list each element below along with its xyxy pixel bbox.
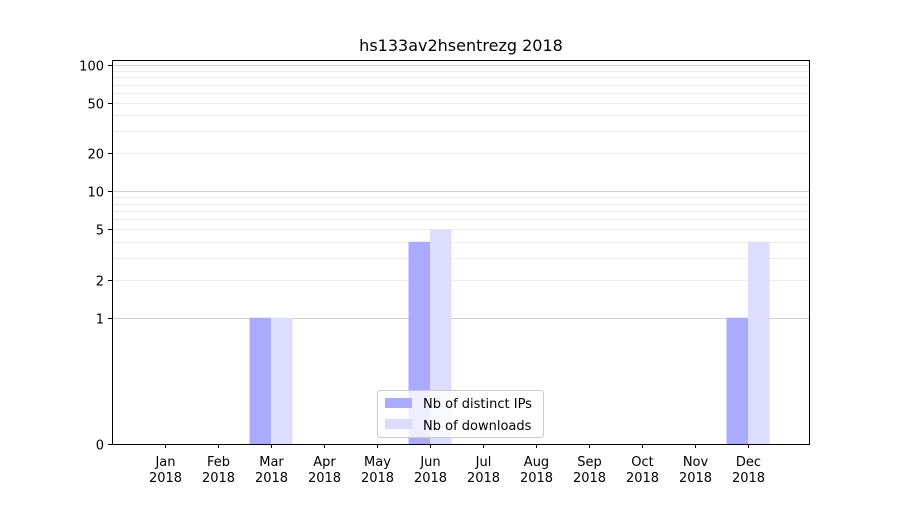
- x-tick-label: Oct 2018: [626, 455, 659, 486]
- y-tick-label: 5: [96, 224, 104, 239]
- legend-swatch-ips: [385, 398, 412, 408]
- x-tick-label: May 2018: [361, 455, 394, 486]
- y-tick-label: 20: [87, 148, 104, 163]
- y-tick-label: 1: [96, 313, 104, 328]
- x-tick-label: Mar 2018: [255, 455, 288, 486]
- bar-ips: [726, 317, 749, 444]
- legend: Nb of distinct IPs Nb of downloads: [377, 390, 544, 438]
- x-tick-label: Nov 2018: [679, 455, 712, 486]
- x-tick-label: Jun 2018: [414, 455, 447, 486]
- y-tick-label: 2: [96, 275, 104, 290]
- bar-downloads: [748, 241, 770, 444]
- bar-downloads: [271, 317, 293, 444]
- x-tick-label: Apr 2018: [308, 455, 341, 486]
- legend-label-downloads: Nb of downloads: [423, 419, 532, 434]
- x-tick-label: Feb 2018: [202, 455, 235, 486]
- x-tick-label: Jul 2018: [467, 455, 500, 486]
- legend-swatch-downloads: [385, 419, 412, 429]
- legend-box: [377, 390, 544, 438]
- x-tick-label: Sep 2018: [573, 455, 606, 486]
- grid: [112, 65, 809, 319]
- chart-title: hs133av2hsentrezg 2018: [359, 36, 563, 55]
- y-tick-label: 100: [79, 60, 104, 75]
- y-tick-label: 50: [87, 98, 104, 113]
- x-tick-label: Dec 2018: [732, 455, 765, 486]
- bar-ips: [249, 317, 272, 444]
- x-tick-label: Jan 2018: [149, 455, 182, 486]
- x-tick-label: Aug 2018: [520, 455, 553, 486]
- y-tick-label: 10: [87, 186, 104, 201]
- plot-frame: [112, 60, 810, 445]
- x-axis: Jan 2018 Feb 2018 Mar 2018 Apr 2018 May 2018 Jun 20…: [149, 444, 765, 486]
- legend-label-ips: Nb of distinct IPs: [423, 397, 532, 412]
- y-tick-label: 0: [96, 439, 104, 454]
- y-axis: 0 1 2 5 10 20 50 100: [79, 60, 112, 454]
